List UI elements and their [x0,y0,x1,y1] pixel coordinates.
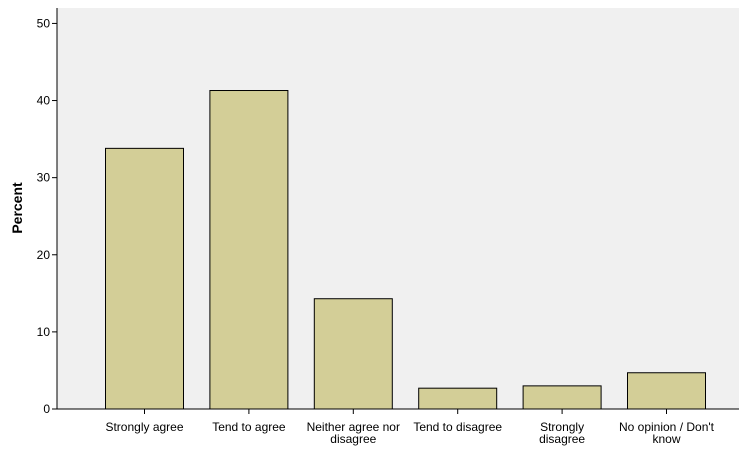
y-tick-label: 10 [37,325,51,339]
bar [209,90,289,410]
y-tick-label: 40 [37,94,51,108]
x-tick-label: Neither agree nor disagree [307,420,400,446]
x-tick-label: Tend to disagree [413,420,502,434]
bar [105,147,184,410]
bar [522,385,602,410]
x-tick-label: Strongly disagree [539,420,585,446]
y-tick-label: 30 [37,171,51,185]
x-tick-label: Tend to agree [212,420,286,434]
y-axis-ticks: 0 10 20 30 40 50 [37,16,57,416]
bars-group [105,90,706,410]
bar [313,298,393,410]
y-tick-label: 50 [37,16,51,30]
y-tick-label: 0 [43,402,50,416]
x-tick-label: Strongly agree [105,420,183,434]
x-tick-label: No opinion / Don't know [619,420,715,446]
x-axis-labels: Strongly agree Tend to agree Neither agree… [105,409,715,446]
bar [627,372,706,410]
y-axis-label: Percent [9,182,25,234]
bar [418,387,498,410]
y-tick-label: 20 [37,248,51,262]
